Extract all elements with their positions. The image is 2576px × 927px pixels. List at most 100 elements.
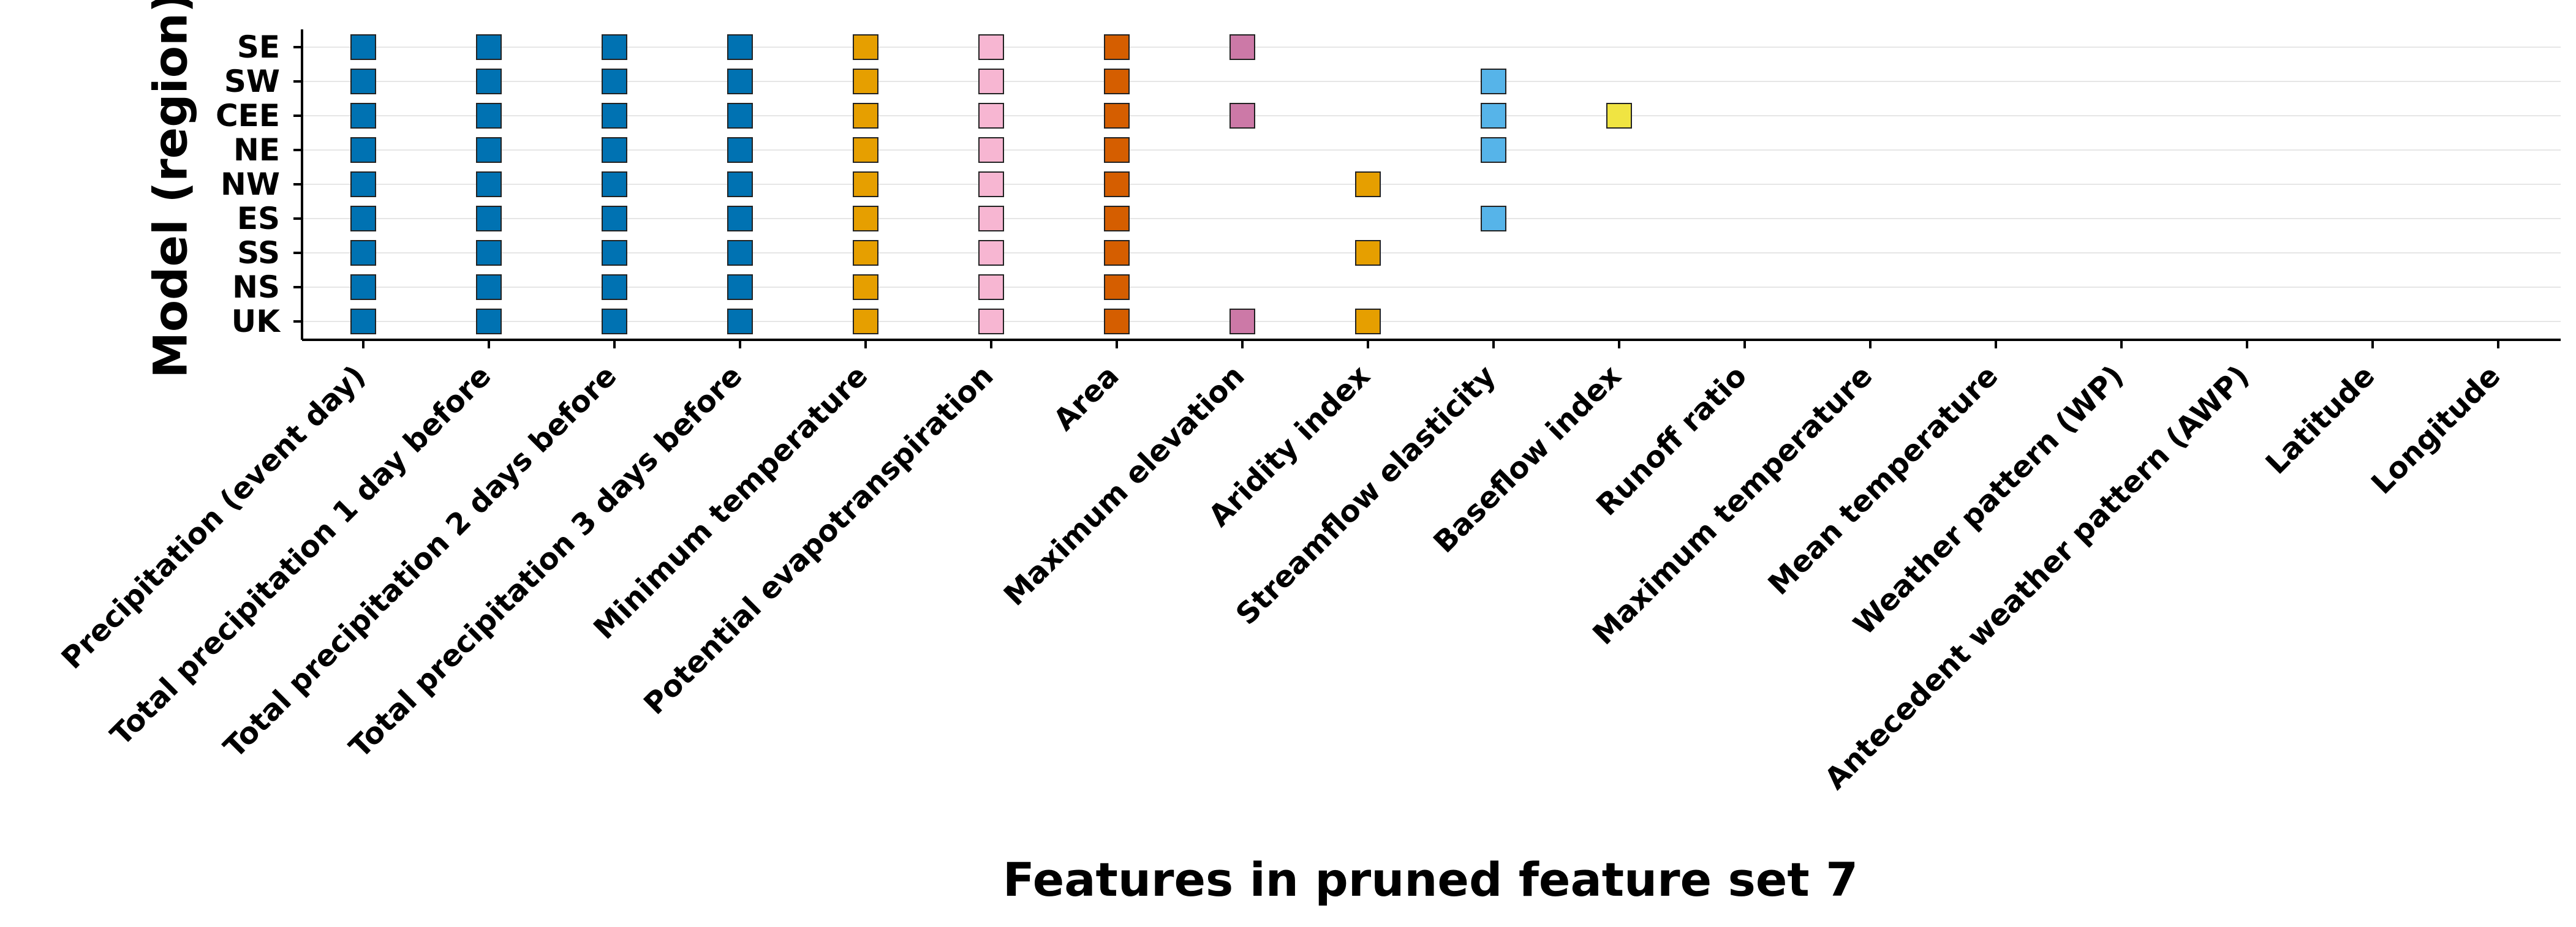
- marker-se-4: [853, 34, 878, 60]
- x-tick-label: Weather pattern (WP): [1847, 359, 2130, 642]
- marker-nw-1: [476, 171, 502, 197]
- y-tick-label-es: ES: [237, 201, 280, 236]
- marker-cee-3: [727, 103, 753, 129]
- marker-ss-1: [476, 240, 502, 266]
- marker-ne-5: [978, 137, 1004, 163]
- y-tick-label-ss: SS: [237, 235, 280, 271]
- marker-uk-5: [978, 309, 1004, 334]
- marker-nw-5: [978, 171, 1004, 197]
- y-tick-label-uk: UK: [232, 304, 282, 339]
- marker-es-6: [1104, 206, 1130, 231]
- marker-es-2: [602, 206, 627, 231]
- marker-uk-0: [350, 309, 376, 334]
- y-tick-label-ns: NS: [232, 269, 280, 305]
- marker-se-1: [476, 34, 502, 60]
- marker-se-2: [602, 34, 627, 60]
- marker-uk-2: [602, 309, 627, 334]
- marker-se-5: [978, 34, 1004, 60]
- marker-ne-1: [476, 137, 502, 163]
- marker-nw-0: [350, 171, 376, 197]
- marker-sw-6: [1104, 69, 1130, 94]
- y-tick-label-cee: CEE: [216, 98, 280, 133]
- marker-uk-7: [1229, 309, 1255, 334]
- x-tick-label: Maximum elevation: [997, 359, 1252, 613]
- axes: [293, 29, 2561, 348]
- y-tick-label-nw: NW: [221, 167, 280, 202]
- marker-ne-3: [727, 137, 753, 163]
- marker-cee-5: [978, 103, 1004, 129]
- marker-uk-6: [1104, 309, 1130, 334]
- marker-sw-0: [350, 69, 376, 94]
- marker-cee-10: [1606, 103, 1632, 129]
- x-tick-labels: Precipitation (event day)Total precipita…: [55, 359, 2507, 797]
- marker-ss-0: [350, 240, 376, 266]
- marker-ss-8: [1355, 240, 1381, 266]
- x-tick-label: Longitude: [2365, 359, 2507, 501]
- marker-ss-6: [1104, 240, 1130, 266]
- marker-se-7: [1229, 34, 1255, 60]
- marker-ns-3: [727, 274, 753, 300]
- marker-ss-2: [602, 240, 627, 266]
- marker-se-3: [727, 34, 753, 60]
- y-tick-label-se: SE: [237, 29, 280, 65]
- marker-se-6: [1104, 34, 1130, 60]
- y-axis-title: Model (region): [143, 0, 198, 378]
- marker-nw-4: [853, 171, 878, 197]
- y-tick-label-sw: SW: [224, 64, 280, 99]
- x-tick-label: Antecedent weather pattern (AWP): [1818, 359, 2256, 797]
- marker-ns-0: [350, 274, 376, 300]
- marker-nw-8: [1355, 171, 1381, 197]
- marker-es-9: [1481, 206, 1506, 231]
- marker-es-4: [853, 206, 878, 231]
- marker-sw-9: [1481, 69, 1506, 94]
- marker-cee-9: [1481, 103, 1506, 129]
- marker-ns-2: [602, 274, 627, 300]
- marker-cee-1: [476, 103, 502, 129]
- marker-ne-6: [1104, 137, 1130, 163]
- marker-cee-0: [350, 103, 376, 129]
- marker-ss-5: [978, 240, 1004, 266]
- marker-ns-5: [978, 274, 1004, 300]
- marker-nw-3: [727, 171, 753, 197]
- marker-nw-6: [1104, 171, 1130, 197]
- marker-sw-5: [978, 69, 1004, 94]
- marker-uk-1: [476, 309, 502, 334]
- marker-es-3: [727, 206, 753, 231]
- x-axis-title: Features in pruned feature set 7: [1003, 852, 1858, 907]
- marker-cee-7: [1229, 103, 1255, 129]
- marker-ns-6: [1104, 274, 1130, 300]
- markers: [350, 34, 1632, 334]
- marker-sw-3: [727, 69, 753, 94]
- marker-ne-2: [602, 137, 627, 163]
- marker-uk-8: [1355, 309, 1381, 334]
- marker-cee-6: [1104, 103, 1130, 129]
- gridlines: [302, 47, 2561, 322]
- marker-nw-2: [602, 171, 627, 197]
- x-tick-label: Latitude: [2259, 359, 2382, 481]
- x-tick-label: Area: [1047, 359, 1126, 438]
- marker-ne-9: [1481, 137, 1506, 163]
- marker-ss-4: [853, 240, 878, 266]
- marker-ss-3: [727, 240, 753, 266]
- x-tick-label: Mean temperature: [1761, 359, 2004, 602]
- marker-ne-0: [350, 137, 376, 163]
- marker-cee-2: [602, 103, 627, 129]
- marker-es-1: [476, 206, 502, 231]
- marker-sw-4: [853, 69, 878, 94]
- marker-es-0: [350, 206, 376, 231]
- marker-uk-3: [727, 309, 753, 334]
- marker-ns-4: [853, 274, 878, 300]
- marker-cee-4: [853, 103, 878, 129]
- marker-es-5: [978, 206, 1004, 231]
- marker-sw-1: [476, 69, 502, 94]
- marker-se-0: [350, 34, 376, 60]
- marker-ns-1: [476, 274, 502, 300]
- marker-uk-4: [853, 309, 878, 334]
- marker-sw-2: [602, 69, 627, 94]
- y-tick-label-ne: NE: [233, 132, 280, 168]
- x-tick-label: Streamflow elasticity: [1229, 359, 1503, 632]
- marker-ne-4: [853, 137, 878, 163]
